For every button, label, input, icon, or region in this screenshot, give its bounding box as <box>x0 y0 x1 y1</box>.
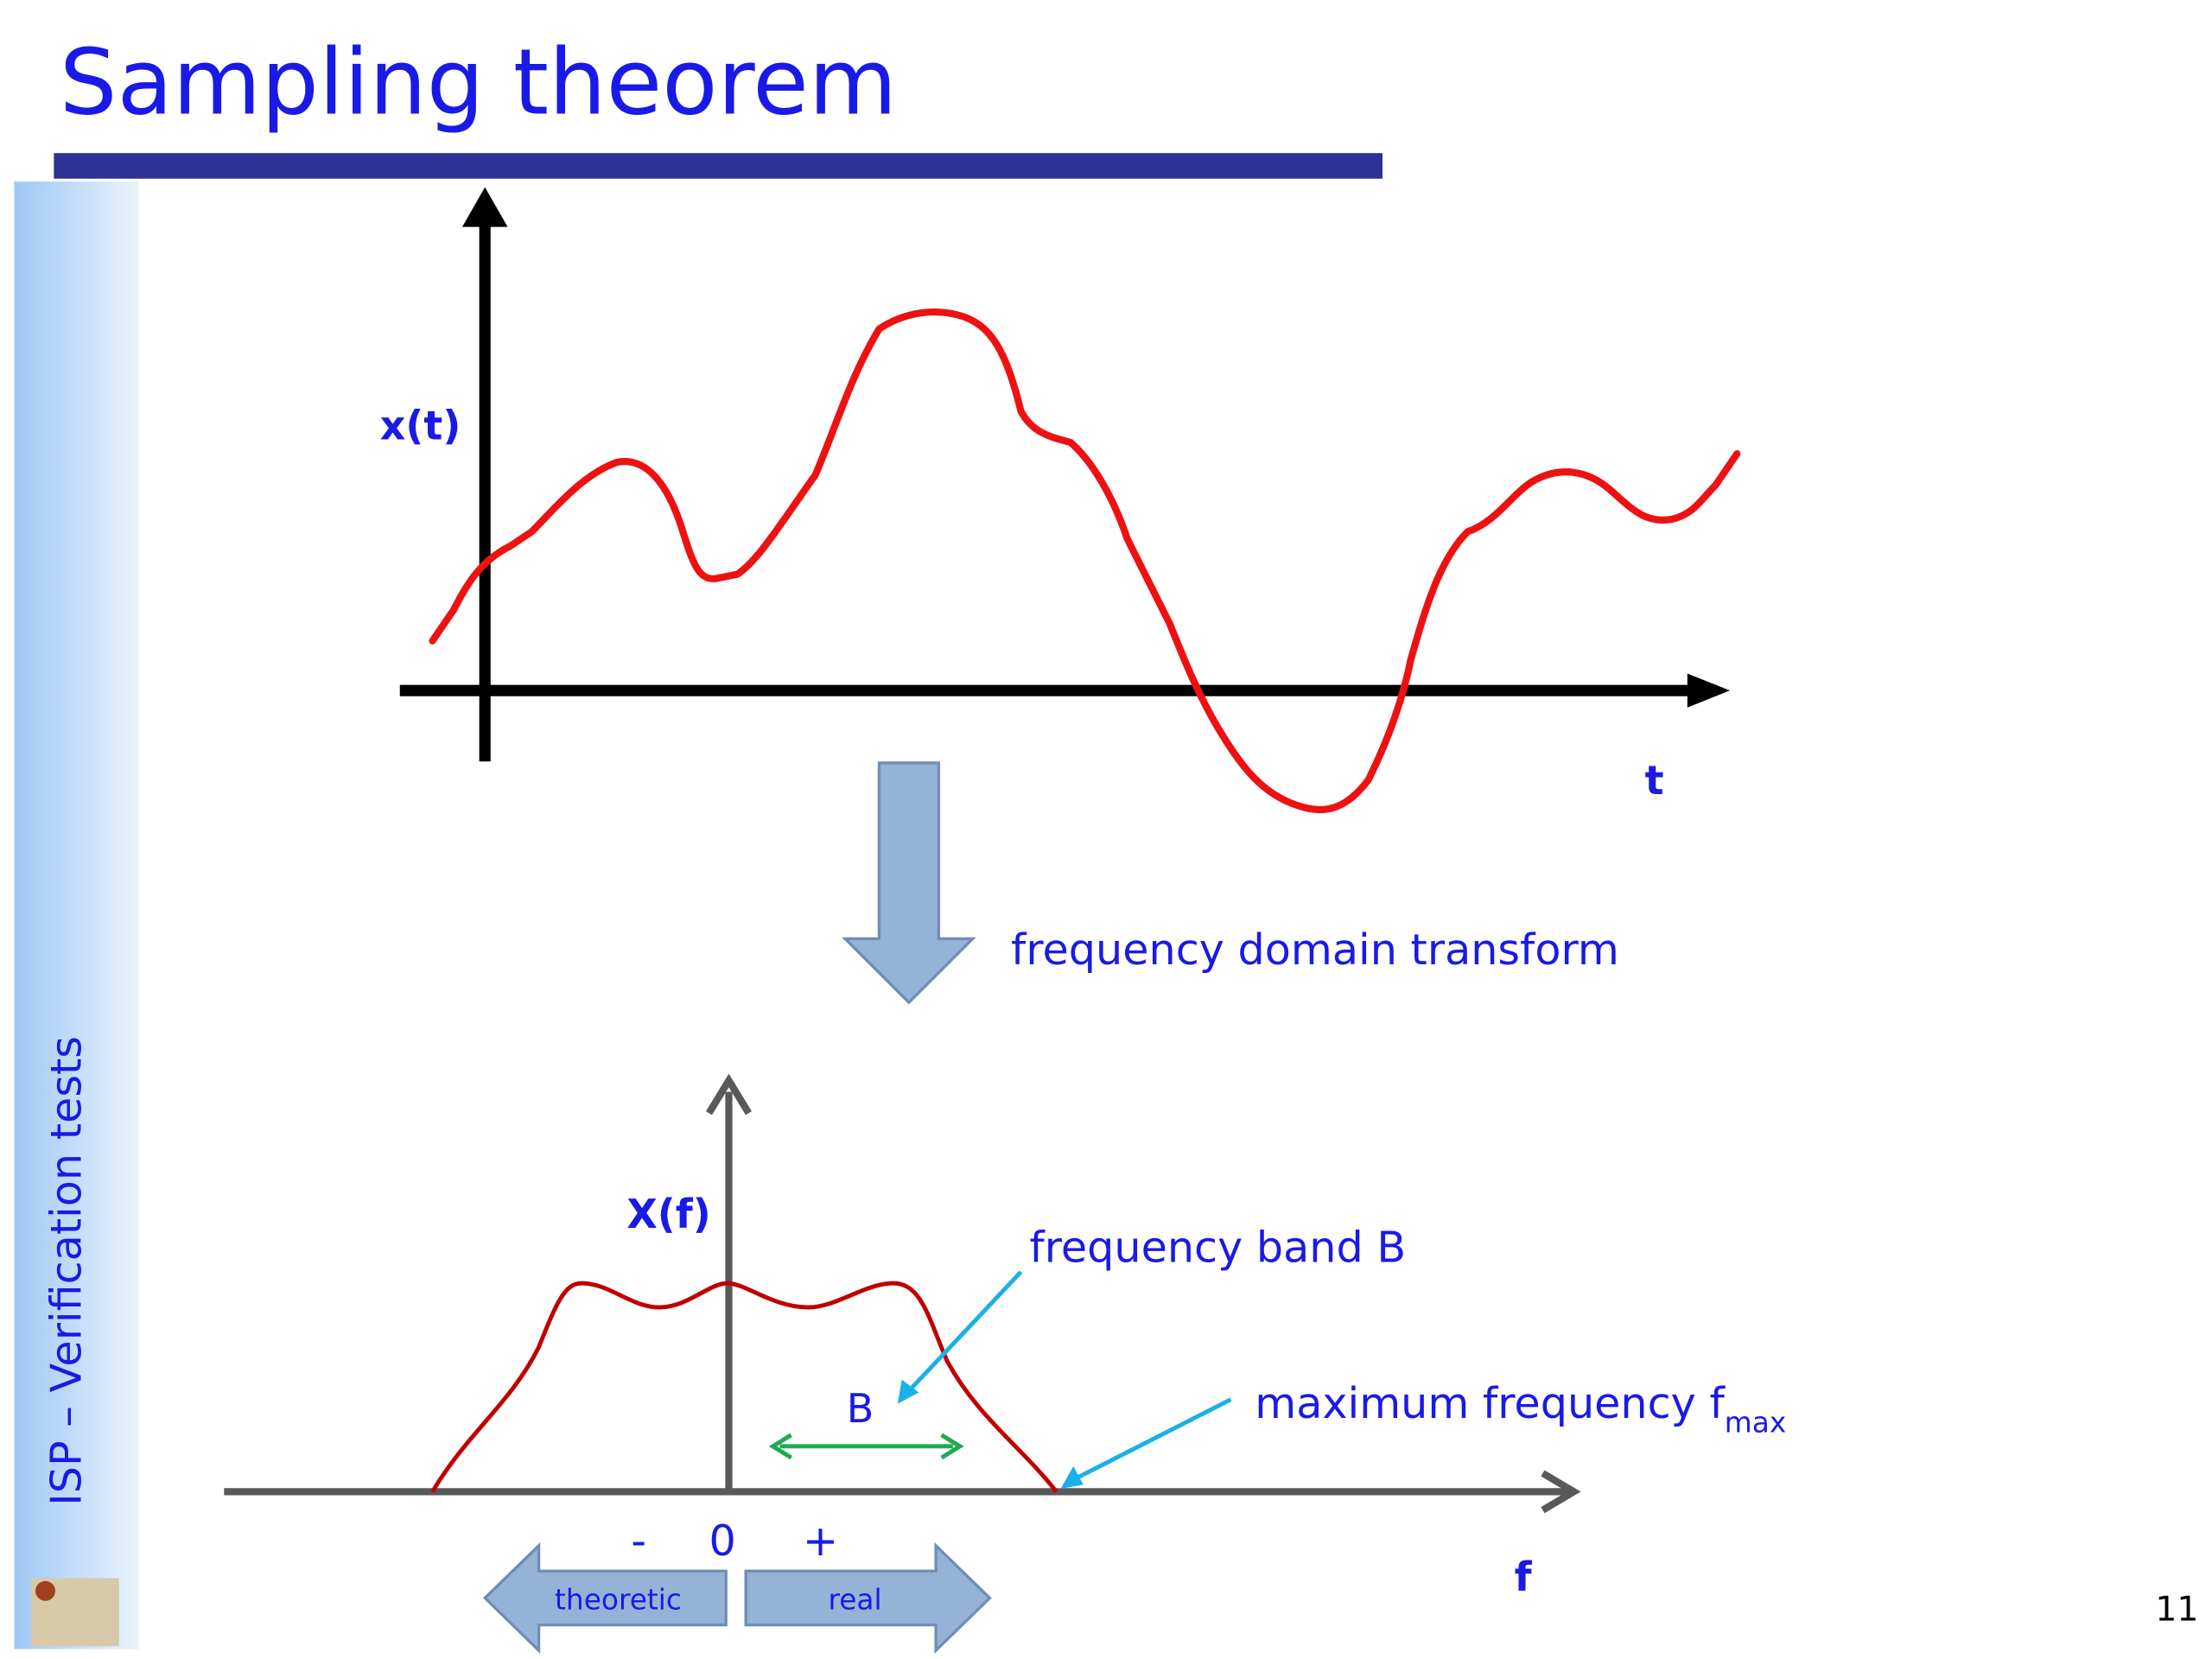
transform-arrow <box>842 761 976 1005</box>
x-arrowhead <box>1687 673 1731 708</box>
band-pointer-head <box>897 1379 919 1404</box>
y-arrowhead <box>461 187 508 227</box>
f-x-arrowhead <box>1541 1470 1581 1514</box>
signal-curve <box>429 308 1741 814</box>
title-rule <box>54 153 1382 179</box>
zero-label: 0 <box>709 1516 736 1566</box>
f-x-axis-label: f <box>1515 1554 1533 1600</box>
right-arrow-label: real <box>828 1584 881 1617</box>
max-text: maximum frequency f <box>1255 1378 1726 1428</box>
band-annotation: frequency band B <box>1029 1223 1406 1273</box>
logo-dot <box>35 1580 55 1601</box>
max-pointer <box>1073 1397 1232 1481</box>
f-y-arrowhead <box>706 1073 752 1116</box>
y-axis-label: x(t) <box>380 403 461 449</box>
f-y-axis-label: X(f) <box>626 1191 710 1237</box>
x-axis-label: t <box>1645 757 1664 804</box>
sidebar-text: ISP – Verification tests <box>41 1036 92 1506</box>
right-arrow <box>744 1541 992 1655</box>
page-number: 11 <box>2155 1590 2198 1630</box>
title: Sampling theorem <box>60 29 897 135</box>
plus-sign: + <box>803 1516 838 1566</box>
band-marker: B <box>847 1385 874 1432</box>
minus-sign: - <box>631 1516 646 1566</box>
band-pointer <box>906 1270 1023 1395</box>
sidebar-band <box>14 181 139 1649</box>
left-arrow-label: theoretic <box>555 1584 682 1617</box>
left-arrow <box>482 1541 728 1655</box>
max-subscript: max <box>1725 1406 1786 1439</box>
max-annotation: maximum frequency fmax <box>1255 1378 1786 1439</box>
band-arrowheads <box>768 1433 964 1460</box>
transform-label: frequency domain transform <box>1011 925 1619 975</box>
spectrum-curve <box>430 1281 1058 1493</box>
max-pointer-head <box>1060 1465 1084 1490</box>
